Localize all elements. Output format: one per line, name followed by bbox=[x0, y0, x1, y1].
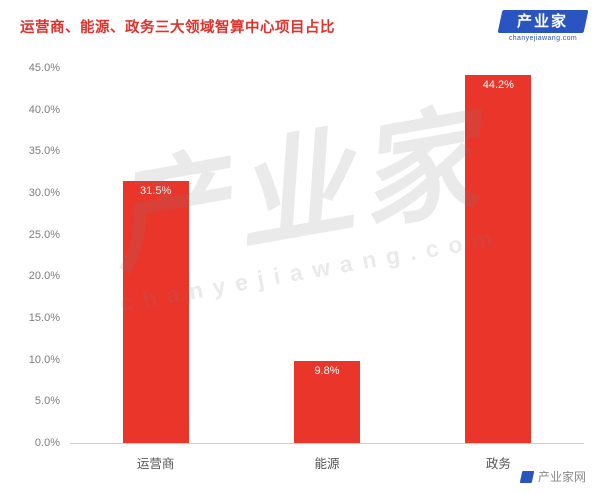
y-tick-label: 20.0% bbox=[28, 270, 60, 283]
x-axis-label: 政务 bbox=[485, 457, 511, 471]
x-axis-label: 能源 bbox=[314, 457, 340, 471]
brand-logo: 产业家 chanyejiawang.com bbox=[497, 10, 589, 42]
bar-政务: 44.2% bbox=[465, 74, 532, 443]
x-axis-label: 运营商 bbox=[136, 457, 175, 471]
bar-value-label: 9.8% bbox=[314, 365, 340, 378]
footer-credit: 产业家网 bbox=[519, 468, 586, 485]
y-tick-label: 30.0% bbox=[28, 187, 60, 199]
bar-value-label: 44.2% bbox=[482, 78, 514, 91]
y-tick-label: 0.0% bbox=[34, 437, 60, 449]
bar-group: 31.5% bbox=[70, 68, 241, 443]
brand-logo-text: 产业家 bbox=[517, 13, 569, 30]
y-tick-label: 15.0% bbox=[28, 312, 60, 324]
brand-logo-flag: 产业家 bbox=[497, 10, 589, 33]
y-tick-label: 35.0% bbox=[28, 145, 60, 158]
bar-chart: 0.0% 5.0% 10.0% 15.0% 20.0% 25.0% 30.0% 35.0% 40… bbox=[18, 62, 584, 471]
y-tick-label: 40.0% bbox=[28, 103, 60, 116]
y-tick-label: 45.0% bbox=[28, 62, 60, 74]
bar-能源: 9.8% bbox=[293, 361, 360, 443]
y-axis-labels: 0.0% 5.0% 10.0% 15.0% 20.0% 25.0% 30.0% 35.0% 40… bbox=[18, 62, 60, 449]
chart-title: 运营商、能源、政务三大领域智算中心项目占比 bbox=[20, 20, 335, 36]
brand-mini-icon bbox=[519, 470, 535, 483]
y-tick-label: 10.0% bbox=[28, 353, 60, 366]
bar-group: 9.8% bbox=[241, 68, 412, 443]
bar-group: 44.2% bbox=[413, 68, 584, 443]
x-axis-labels: 运营商 能源 政务 bbox=[70, 453, 584, 472]
y-tick-label: 25.0% bbox=[28, 228, 60, 241]
footer-credit-text: 产业家网 bbox=[537, 470, 586, 484]
bar-value-label: 31.5% bbox=[140, 184, 172, 197]
y-tick-label: 5.0% bbox=[34, 395, 60, 408]
plot-area: 31.5% 9.8% 44.2% bbox=[70, 68, 584, 444]
brand-logo-url: chanyejiawang.com bbox=[508, 35, 578, 42]
bar-运营商: 31.5% bbox=[122, 180, 189, 443]
